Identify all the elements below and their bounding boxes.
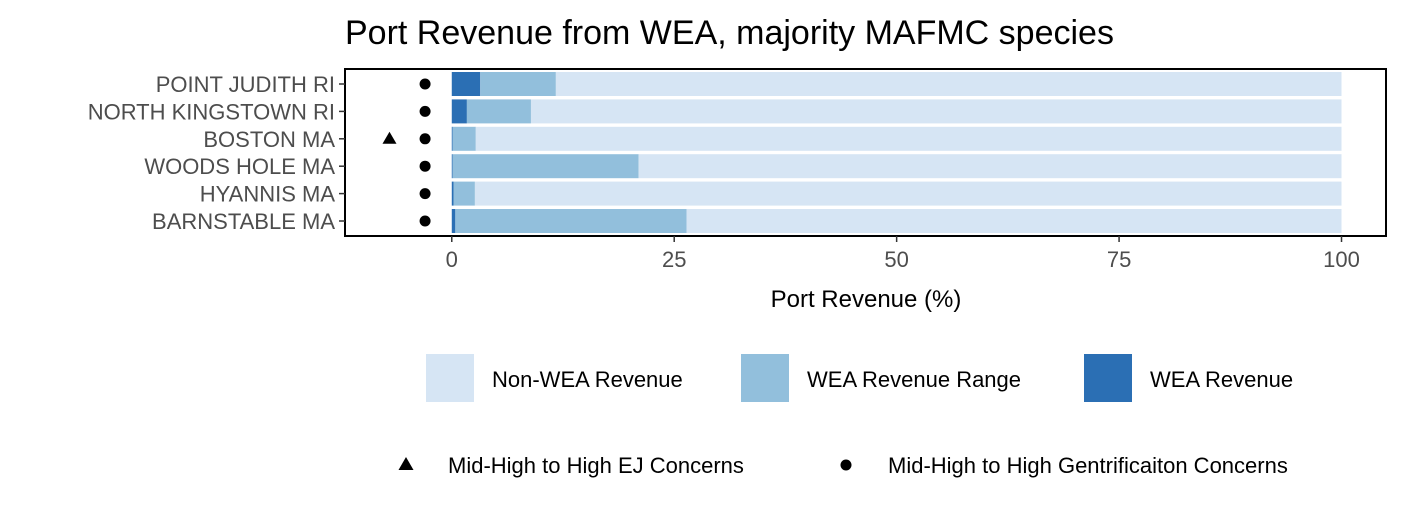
bar-wea-revenue-range-2 xyxy=(452,126,476,151)
y-tick-label: WOODS HOLE MA xyxy=(144,154,335,179)
bar-wea-revenue-0 xyxy=(451,72,481,96)
bar-wea-revenue-range-3 xyxy=(452,154,639,179)
marker-ej-2 xyxy=(382,131,397,144)
bar-non-wea-revenue-3 xyxy=(638,154,1342,179)
legend-circle-icon xyxy=(840,459,852,471)
legend-label: WEA Revenue xyxy=(1150,367,1293,392)
legend-key-wea-revenue xyxy=(1084,354,1132,402)
marker-gentrification-4 xyxy=(419,188,431,200)
x-axis-label: Port Revenue (%) xyxy=(771,286,962,313)
legend-label: Non-WEA Revenue xyxy=(492,367,683,392)
bar-non-wea-revenue-1 xyxy=(530,99,1342,124)
bar-non-wea-revenue-2 xyxy=(475,126,1342,151)
x-tick-label: 100 xyxy=(1323,247,1360,272)
bar-non-wea-revenue-4 xyxy=(474,181,1342,206)
y-tick-label: POINT JUDITH RI xyxy=(156,72,335,97)
x-tick-label: 25 xyxy=(662,247,686,272)
bar-non-wea-revenue-0 xyxy=(555,72,1342,96)
x-tick-label: 0 xyxy=(446,247,458,272)
bar-wea-revenue-5 xyxy=(451,209,456,233)
y-tick-label: HYANNIS MA xyxy=(200,182,336,207)
legend-label: WEA Revenue Range xyxy=(807,367,1021,392)
x-tick-label: 75 xyxy=(1107,247,1131,272)
bar-wea-revenue-4 xyxy=(451,181,454,206)
bar-wea-revenue-range-5 xyxy=(455,209,687,233)
marker-gentrification-2 xyxy=(419,133,431,145)
y-tick-label: NORTH KINGSTOWN RI xyxy=(88,99,335,124)
legend-label: Mid-High to High Gentrificaiton Concerns xyxy=(888,453,1288,478)
legend-label: Mid-High to High EJ Concerns xyxy=(448,453,744,478)
legend: Non-WEA Revenue WEA Revenue Range WEA Reve… xyxy=(398,354,1293,478)
bar-wea-revenue-1 xyxy=(451,99,467,124)
y-tick-label: BOSTON MA xyxy=(203,127,335,152)
bar-non-wea-revenue-5 xyxy=(686,209,1342,233)
marker-gentrification-1 xyxy=(419,105,431,117)
legend-key-wea-revenue-range xyxy=(741,354,789,402)
legend-triangle-icon xyxy=(398,457,414,470)
bar-wea-revenue-range-0 xyxy=(480,72,556,96)
bar-wea-revenue-range-1 xyxy=(466,99,531,124)
bar-wea-revenue-2 xyxy=(451,126,453,151)
y-tick-label: BARNSTABLE MA xyxy=(152,209,335,234)
bar-wea-revenue-3 xyxy=(451,154,453,179)
marker-gentrification-3 xyxy=(419,160,431,172)
panel-border xyxy=(344,68,1387,237)
bar-wea-revenue-range-4 xyxy=(453,181,475,206)
chart-title: Port Revenue from WEA, majority MAFMC sp… xyxy=(345,14,1114,52)
plot-area xyxy=(382,72,1342,233)
legend-key-non-wea-revenue xyxy=(426,354,474,402)
marker-gentrification-5 xyxy=(419,215,431,227)
marker-gentrification-0 xyxy=(419,78,431,90)
x-tick-label: 50 xyxy=(884,247,908,272)
